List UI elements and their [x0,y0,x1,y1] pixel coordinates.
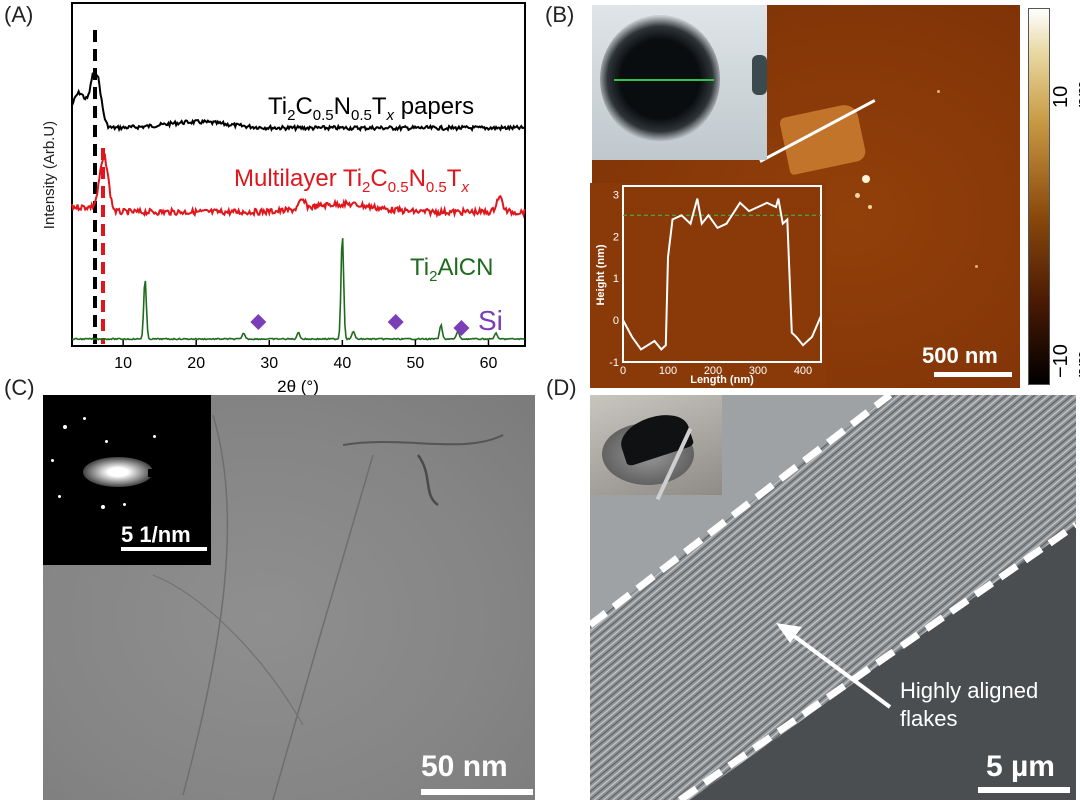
x-tick-label: 40 [333,355,351,372]
colorbar [1028,8,1050,385]
bright-particle [937,90,940,93]
label-ti2alcn: Ti2AlCN [410,254,493,285]
annotation-line-1: Highly aligned [900,678,1039,703]
si-marker [453,320,470,336]
dispersion-photo [592,5,767,160]
x-axis-label: 2θ (°) [277,377,319,396]
plot-frame [71,2,526,347]
film-edge-bottom [678,522,1076,800]
si-marker [250,314,267,330]
y-axis-label: Intensity (Arb.U) [41,121,58,229]
x-tick-label: 50 [407,355,425,372]
profile-y-label: Height (nm) [595,244,607,305]
sem-scale-label: 5 µm [986,750,1055,783]
profile-y-tick-label: 2 [613,231,619,243]
label-si: Si [478,305,503,336]
bright-particle [868,205,872,209]
film-photo [590,395,722,501]
x-tick-label: 20 [187,355,205,372]
profile-y-tick-label: -1 [609,357,619,369]
nanosheet-flake [778,102,868,176]
afm-scale-label: 500 nm [922,343,998,368]
saed-scale-label: 5 1/nm [121,522,191,547]
label-multilayer: Multilayer Ti2C0.5N0.5Tx [234,165,469,196]
profile-y-tick-label: 0 [613,315,619,327]
tem-scale-bar [421,789,533,795]
profile-x-tick-label: 400 [794,365,812,377]
colorbar-bottom-label: −10 nm [1050,344,1080,378]
annotation-line-2: flakes [900,706,958,731]
tem-scale-label: 50 nm [421,750,508,783]
profile-line-series [622,198,822,351]
panel-a-chart: 10 20 30 40 50 60 Ti2C0.5N0.5Tx papers Multil… [41,2,526,396]
series-line-ti2alcn [71,238,525,341]
x-ticks: 10 20 30 40 50 60 [114,340,497,372]
label-papers: Ti2C0.5N0.5Tx papers [268,93,474,124]
si-marker [387,314,404,330]
sem-image: Highly aligned flakes 5 µm [590,395,1076,800]
profile-x-tick-label: 300 [749,365,767,377]
profile-frame [622,185,822,363]
tem-image: 5 1/nm 50 nm [43,395,535,800]
x-tick-label: 10 [114,355,132,372]
annotation-text: Highly aligned flakes [900,677,1038,733]
annotation-arrow [788,631,892,709]
profile-x-label: Length (nm) [690,374,754,386]
bright-particle [855,193,860,198]
saed-pattern: 5 1/nm [43,395,211,565]
panel-a-letter: (A) [4,2,34,27]
profile-x-tick-label: 200 [704,365,722,377]
bright-particle [975,265,978,268]
film-edge-top [590,395,893,628]
x-tick-label: 60 [480,355,498,372]
saed-scale-bar [121,547,207,551]
colorbar-top-label: 10 nm [1050,80,1080,108]
series-line-papers [71,68,525,133]
profile-y-tick-label: 3 [613,189,619,201]
panel-d-letter: (D) [546,375,577,400]
si-markers [250,314,470,336]
afm-scale-bar [934,372,1012,377]
profile-x-tick-label: 100 [659,365,677,377]
series-line-multilayer [71,153,526,219]
bright-particle [862,175,870,183]
x-tick-label: 30 [260,355,278,372]
profile-x-tick-label: 0 [620,365,626,377]
panel-b-letter: (B) [545,2,575,27]
profile-y-tick-label: 1 [613,273,619,285]
panel-c-letter: (C) [4,375,35,400]
sem-scale-bar [978,787,1070,793]
